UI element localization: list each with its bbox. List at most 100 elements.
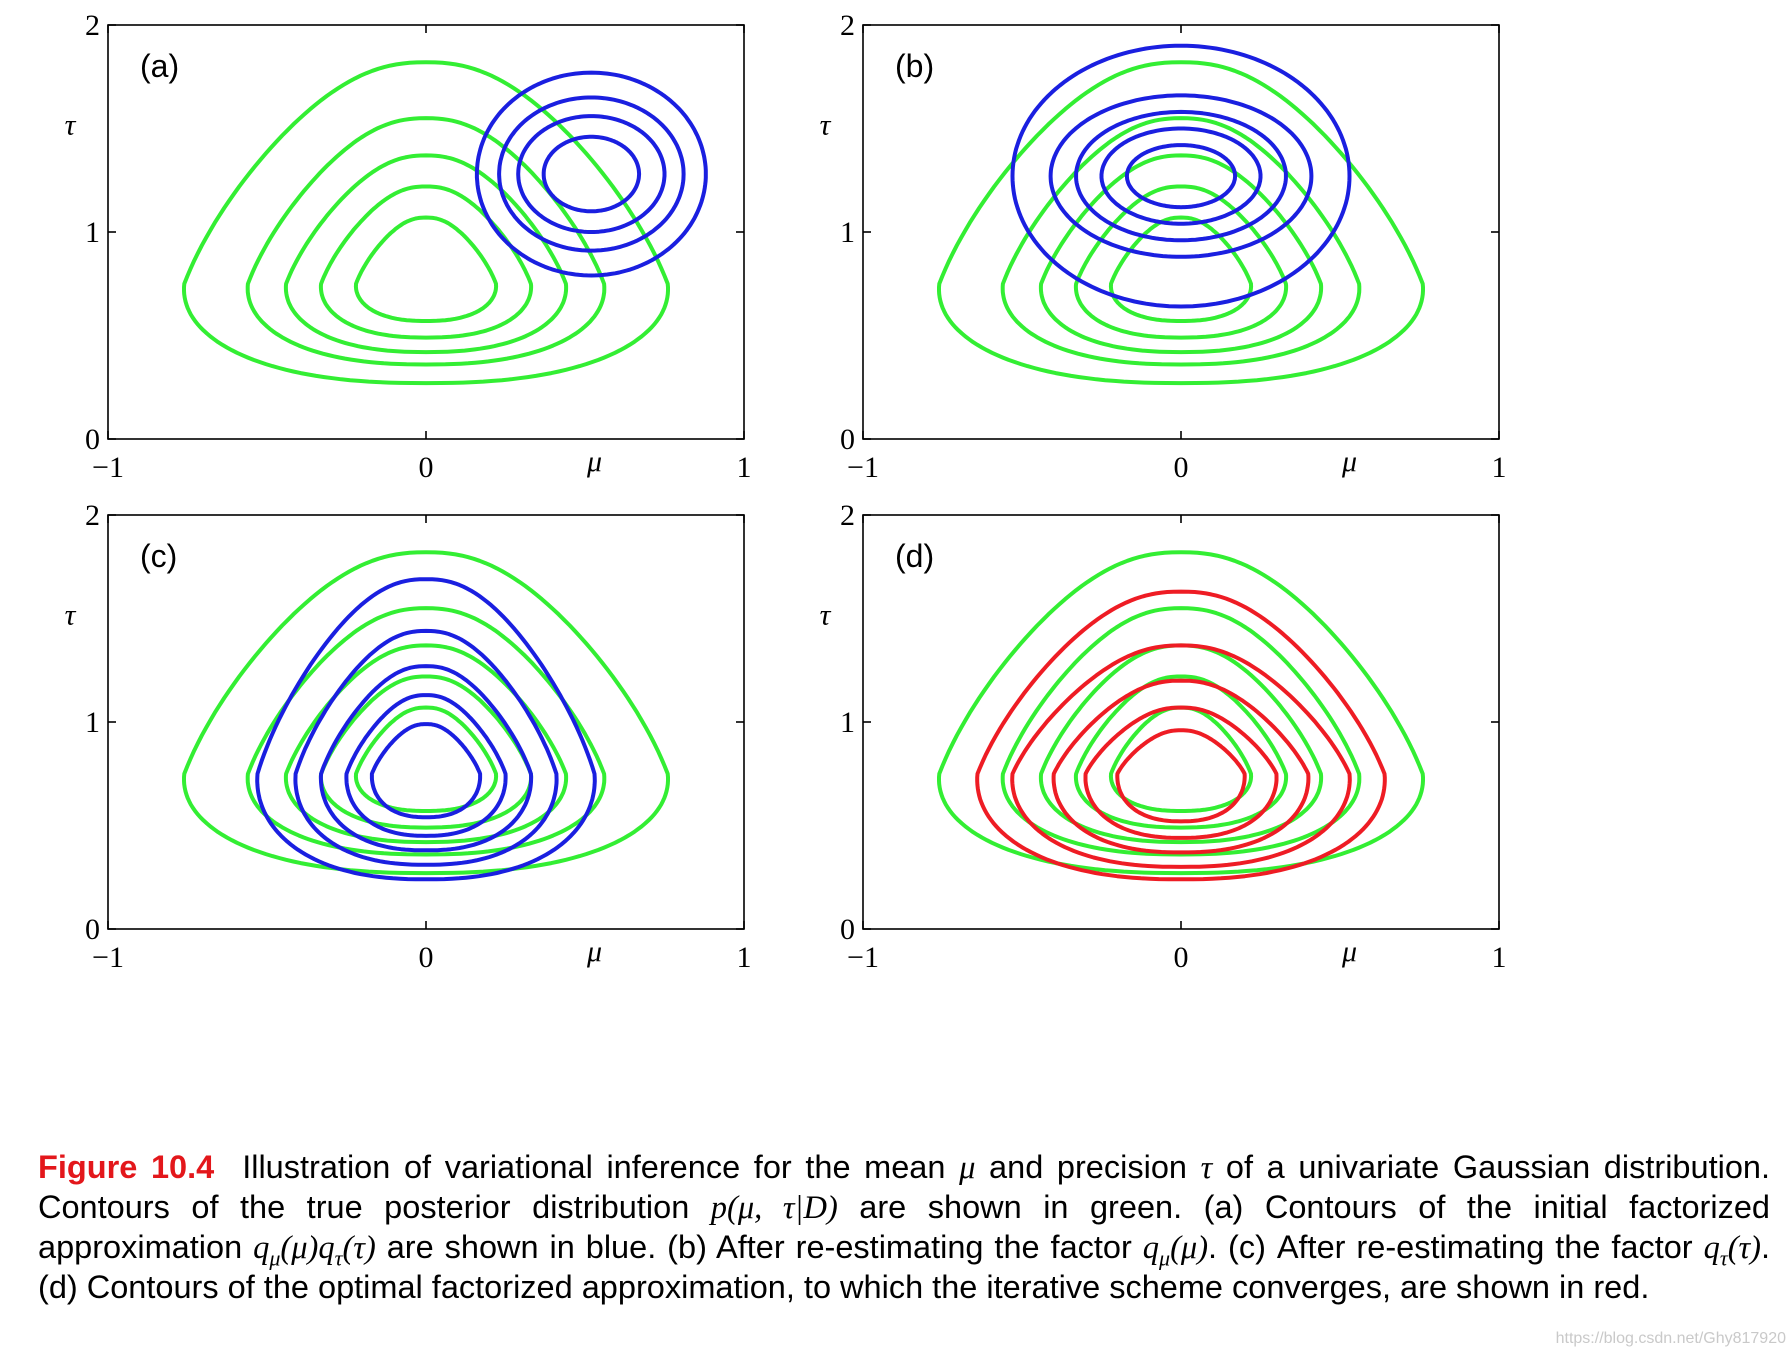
x-tick-label: 0 bbox=[1174, 941, 1189, 974]
y-tick-label: 2 bbox=[85, 499, 100, 532]
contour-line bbox=[1038, 643, 1324, 845]
caption-posterior-math: p(μ, τ|D) bbox=[710, 1190, 838, 1226]
contour-line bbox=[1099, 126, 1263, 226]
contour-line bbox=[937, 60, 1425, 386]
x-tick-label: 1 bbox=[737, 941, 752, 974]
series-true-posterior bbox=[182, 60, 670, 386]
contour-line bbox=[182, 550, 670, 876]
x-tick-label: −1 bbox=[92, 941, 124, 974]
contour-line bbox=[293, 628, 559, 867]
contour-line bbox=[1000, 606, 1362, 857]
caption-q-tau: qτ(τ) bbox=[318, 1230, 376, 1271]
caption-tau: τ bbox=[1200, 1150, 1213, 1186]
contour-line bbox=[1010, 43, 1352, 309]
x-tick-label: −1 bbox=[847, 941, 879, 974]
y-tick-label: 1 bbox=[840, 216, 855, 249]
x-tick-label: 1 bbox=[1492, 451, 1507, 484]
y-axis-label: τ bbox=[65, 599, 77, 632]
contour-line bbox=[344, 693, 508, 838]
contour-line bbox=[1073, 674, 1289, 830]
contour-line bbox=[1115, 728, 1247, 824]
contour-line bbox=[516, 114, 667, 234]
x-axis-label: μ bbox=[586, 445, 602, 478]
x-axis-label: μ bbox=[1341, 445, 1357, 478]
contour-line bbox=[255, 577, 597, 882]
contour-line bbox=[975, 589, 1387, 882]
contour-line bbox=[369, 722, 483, 820]
contour-line bbox=[1108, 215, 1254, 323]
contour-line bbox=[1073, 184, 1289, 340]
contour-line bbox=[937, 550, 1425, 876]
x-tick-label: −1 bbox=[92, 451, 124, 484]
contour-line bbox=[1000, 116, 1362, 367]
y-tick-label: 0 bbox=[85, 423, 100, 456]
y-tick-label: 2 bbox=[85, 9, 100, 42]
contour-line bbox=[1074, 109, 1288, 243]
y-tick-label: 2 bbox=[840, 499, 855, 532]
series-approximation bbox=[1010, 43, 1352, 309]
contour-line bbox=[318, 184, 534, 340]
x-tick-label: −1 bbox=[847, 451, 879, 484]
caption-q-mu: qμ(μ) bbox=[253, 1230, 319, 1271]
caption-text-3: of a univariate Gaussian distribution. C… bbox=[38, 1149, 1770, 1225]
y-axis-label: τ bbox=[820, 109, 832, 142]
caption-text-7: . (d) Contours of the optimal factorized… bbox=[38, 1229, 1770, 1305]
y-tick-label: 1 bbox=[840, 706, 855, 739]
contour-line bbox=[318, 664, 534, 853]
contour-line bbox=[1124, 143, 1238, 210]
series-approximation bbox=[255, 577, 597, 882]
contour-line bbox=[1051, 678, 1311, 855]
contour-line bbox=[474, 70, 708, 278]
y-tick-label: 1 bbox=[85, 216, 100, 249]
y-tick-label: 1 bbox=[85, 706, 100, 739]
x-axis-label: μ bbox=[586, 935, 602, 968]
series-approximation bbox=[474, 70, 708, 278]
figure-number: Figure 10.4 bbox=[38, 1149, 215, 1185]
x-tick-label: 0 bbox=[419, 941, 434, 974]
contour-line bbox=[1108, 705, 1254, 813]
contour-line bbox=[353, 215, 499, 323]
caption-text-2: and precision bbox=[975, 1149, 1201, 1185]
caption-q-mu-2: qμ(μ) bbox=[1142, 1230, 1209, 1271]
caption-text-4: are shown in green. (a) Contours of the … bbox=[38, 1189, 1770, 1265]
x-tick-label: 1 bbox=[737, 451, 752, 484]
x-axis-label: μ bbox=[1341, 935, 1357, 968]
contour-line bbox=[1048, 93, 1314, 259]
figure-caption: Figure 10.4 Illustration of variational i… bbox=[38, 1148, 1770, 1307]
watermark: https://blog.csdn.net/Ghy817920 bbox=[1555, 1330, 1786, 1347]
panel-label: (a) bbox=[140, 48, 179, 84]
contour-line bbox=[245, 116, 607, 367]
y-tick-label: 0 bbox=[85, 913, 100, 946]
contour-line bbox=[1010, 643, 1352, 869]
plot-frame bbox=[862, 24, 1500, 440]
caption-text-1: Illustration of variational inference fo… bbox=[242, 1149, 960, 1185]
series-true-posterior bbox=[182, 550, 670, 876]
caption-q-tau-2: qτ(τ) bbox=[1703, 1230, 1761, 1271]
x-tick-label: 1 bbox=[1492, 941, 1507, 974]
x-tick-label: 0 bbox=[1174, 451, 1189, 484]
x-tick-label: 0 bbox=[419, 451, 434, 484]
panel-label: (b) bbox=[895, 48, 934, 84]
series-approximation bbox=[975, 589, 1387, 882]
y-tick-label: 0 bbox=[840, 913, 855, 946]
y-axis-label: τ bbox=[65, 109, 77, 142]
panel-label: (c) bbox=[140, 538, 177, 574]
plot-frame bbox=[107, 514, 745, 930]
caption-text-5: are shown in blue. (b) After re-estimati… bbox=[375, 1229, 1143, 1265]
contour-line bbox=[1083, 705, 1279, 840]
caption-mu: μ bbox=[959, 1150, 976, 1186]
contour-line bbox=[245, 606, 607, 857]
caption-text-6: . (c) After re-estimating the factor bbox=[1208, 1229, 1704, 1265]
panel-label: (d) bbox=[895, 538, 934, 574]
y-tick-label: 0 bbox=[840, 423, 855, 456]
contour-line bbox=[497, 95, 686, 253]
contour-line bbox=[283, 643, 569, 845]
contour-line bbox=[283, 153, 569, 355]
contour-line bbox=[541, 134, 642, 214]
y-axis-label: τ bbox=[820, 599, 832, 632]
